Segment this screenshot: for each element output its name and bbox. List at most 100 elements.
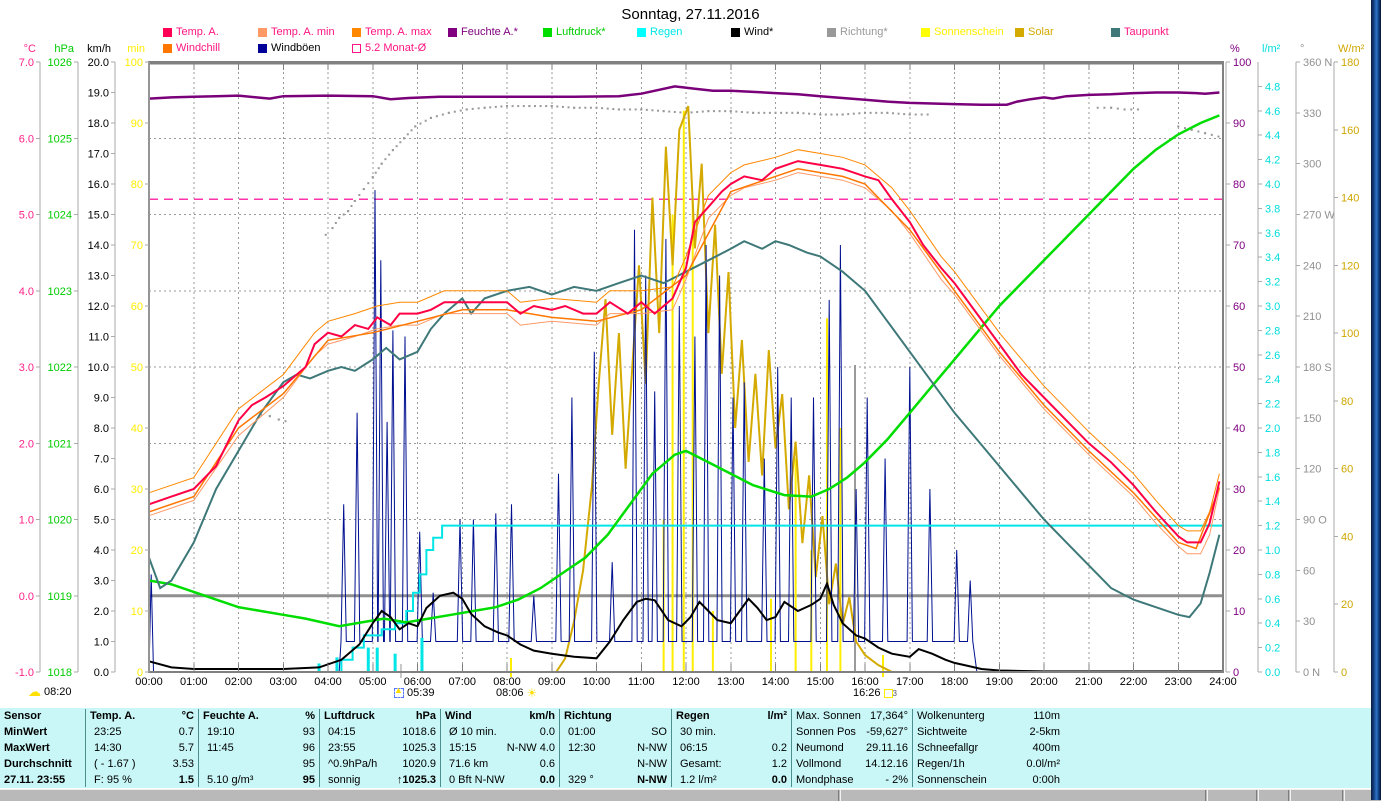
axis-tick-label: 50 [1233, 362, 1245, 374]
axis-tick-label: 4.0 [19, 286, 34, 298]
legend-item-temp-a-max: Temp. A. max [352, 26, 432, 38]
page-title: Sonntag, 27.11.2016 [621, 6, 760, 23]
series-richtung-dot [268, 415, 271, 418]
axis-tick-label: 14.0 [88, 240, 109, 252]
axis-tick-label: 2.2 [1265, 399, 1280, 411]
series-richtung-dot [406, 133, 409, 136]
axis-unit-label: l/m² [1262, 43, 1281, 55]
series-richtung-dot [347, 210, 350, 213]
series-richtung-dot [284, 420, 287, 423]
series-temp-min [148, 172, 1220, 555]
series-richtung-dot [891, 112, 894, 115]
series-richtung-dot [640, 108, 643, 111]
legend-swatch-icon [448, 27, 457, 37]
axis-tick-label: 1.0 [1265, 545, 1280, 557]
series-richtung-dot [926, 113, 929, 116]
axis-tick-label: 2.4 [1265, 374, 1280, 386]
table-column-header: Temp. A. [90, 710, 136, 722]
axis-tick-label: 1021 [48, 438, 72, 450]
x-axis-tick-label: 15:00 [806, 676, 834, 688]
table-info-value: 400m [1032, 742, 1060, 754]
series-richtung-dot [1123, 108, 1126, 111]
legend-item-5-2-monat-: 5.2 Monat-Ø [352, 42, 426, 54]
series-richtung-dot [1204, 132, 1207, 135]
x-axis-tick-label: 03:00 [269, 676, 297, 688]
axis-tick-label: 1.4 [1265, 496, 1280, 508]
axis-tick-label: 3.0 [94, 576, 109, 588]
legend-item-richtung-: Richtung* [827, 26, 888, 38]
axis-tick-label: 1022 [48, 362, 72, 374]
table-stat-label: 15:15 [449, 742, 477, 754]
series-richtung-dot [1103, 106, 1106, 109]
legend-item-taupunkt: Taupunkt [1111, 26, 1169, 38]
table-stat-label: 19:10 [207, 726, 235, 738]
axis-tick-label: 3.4 [1265, 252, 1280, 264]
axis-unit-label: km/h [87, 43, 111, 55]
axis-tick-label: 60 [1303, 565, 1315, 577]
series-richtung-dot [768, 111, 771, 114]
series-richtung-dot [277, 418, 280, 421]
x-axis-tick-label: 07:00 [448, 676, 476, 688]
table-stat-value: 1018.6 [402, 726, 436, 738]
table-info-value: 14.12.16 [865, 758, 908, 770]
series-regen-rate-bar [335, 657, 339, 672]
axis-tick-label: 30 [1233, 484, 1245, 496]
series-richtung-dot [657, 109, 660, 112]
legend-swatch-icon [258, 27, 267, 37]
series-richtung-dot [1130, 108, 1133, 111]
table-row-label: 27.11. 23:55 [4, 774, 66, 786]
axis-tick-label: 4.2 [1265, 155, 1280, 167]
series-richtung-dot [903, 113, 906, 116]
series-richtung-dot [1136, 108, 1139, 111]
x-axis-tick-label: 16:00 [851, 676, 879, 688]
table-column-unit: l/m² [767, 710, 787, 722]
x-axis-tick-label: 17:00 [896, 676, 924, 688]
series-richtung-dot [511, 105, 514, 108]
series-richtung-dot [763, 111, 766, 114]
table-column-unit: km/h [529, 710, 555, 722]
series-richtung-dot [377, 167, 380, 170]
x-axis-tick-label: 13:00 [717, 676, 745, 688]
axis-tick-label: 160 [1341, 125, 1359, 137]
table-info-label: Mondphase [796, 774, 854, 786]
table-info-label: Wolkenunterg [917, 710, 985, 722]
x-axis-tick-label: 04:00 [314, 676, 342, 688]
series-regen-rate-bar [375, 647, 379, 672]
axis-tick-label: 6.0 [19, 133, 34, 145]
legend-item-sonnenschein: Sonnenschein [921, 26, 1004, 38]
axis-tick-label: 15.0 [88, 210, 109, 222]
axis-tick-label: 120 [1303, 464, 1321, 476]
axis-tick-label: 180 [1341, 57, 1359, 69]
axis-tick-label: 100 [1233, 57, 1251, 69]
series-richtung-dot [1096, 106, 1099, 109]
series-richtung-dot [1217, 135, 1220, 138]
axis-tick-label: 4.4 [1265, 130, 1280, 142]
series-richtung-dot [690, 111, 693, 114]
series-richtung-dot [459, 109, 462, 112]
table-stat-label: 329 ° [568, 774, 594, 786]
table-stat-label: 01:00 [568, 726, 596, 738]
axis-tick-label: 1025 [48, 133, 72, 145]
axis-tick-label: 210 [1303, 311, 1321, 323]
axis-tick-label: 19.0 [88, 88, 109, 100]
series-richtung-dot [740, 110, 743, 113]
series-richtung-dot [506, 105, 508, 108]
legend-swatch-icon [731, 27, 740, 37]
series-richtung-dot [399, 141, 402, 144]
weather-chart[interactable]: 00:00 01:00 02:00 03:00 04:00 05:00 06:00 07:00… [0, 0, 1381, 710]
series-richtung-dot [545, 105, 548, 108]
axis-tick-label: 10 [1233, 606, 1245, 618]
axis-tick-label: 90 [1233, 118, 1245, 130]
axis-tick-label: -1.0 [15, 667, 34, 679]
axis-tick-label: 4.8 [1265, 81, 1280, 93]
x-axis-tick-label: 09:00 [538, 676, 566, 688]
x-axis-tick-label: 18:00 [941, 676, 969, 688]
time-annotation-0539: ▲ 05:39 [394, 685, 435, 699]
series-richtung-dot [517, 105, 520, 108]
legend-swatch-icon [827, 27, 836, 37]
table-stat-value: 1025.3 [402, 742, 436, 754]
x-axis-tick-label: 06:00 [404, 676, 432, 688]
series-richtung-dot [447, 111, 450, 114]
axis-tick-label: 18.0 [88, 118, 109, 130]
series-solar [149, 105, 1223, 673]
